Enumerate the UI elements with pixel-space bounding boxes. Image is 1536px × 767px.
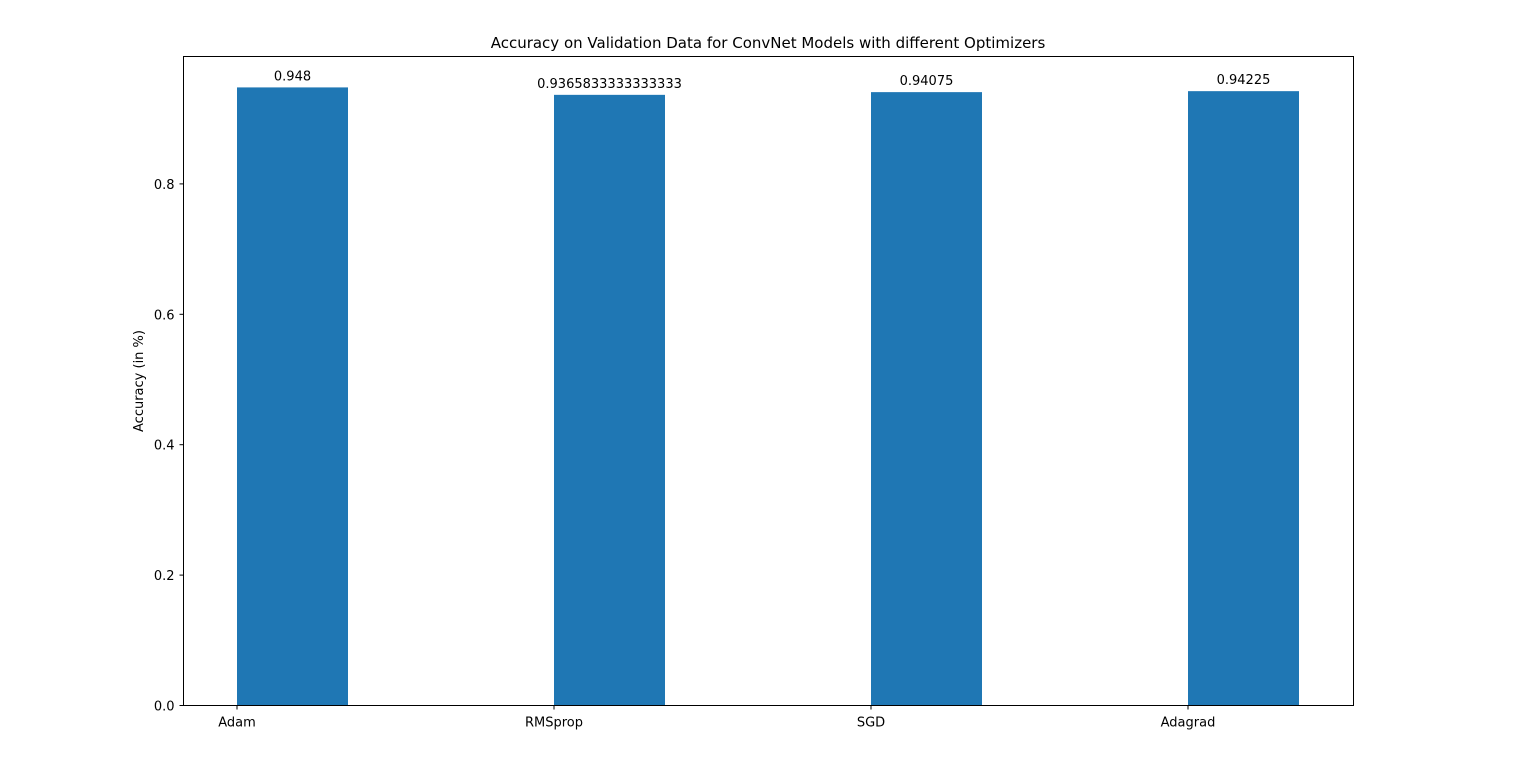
bar-rmsprop	[554, 94, 665, 706]
x-tick-label-sgd: SGD	[857, 716, 885, 731]
y-tick-label-4: 0.8	[154, 178, 175, 193]
bar-adam	[237, 87, 348, 706]
x-axis-ticks: Adam RMSprop SGD Adagrad	[218, 705, 1216, 731]
data-label-rmsprop: 0.9365833333333333	[537, 77, 682, 92]
data-label-adagrad: 0.94225	[1217, 73, 1271, 88]
data-label-adam: 0.948	[274, 69, 311, 84]
bar-adagrad	[1188, 91, 1299, 706]
x-tick-label-adagrad: Adagrad	[1161, 716, 1216, 731]
data-labels-group: 0.948 0.9365833333333333 0.94075 0.94225	[274, 69, 1270, 91]
y-axis-label: Accuracy (in %)	[132, 330, 147, 432]
bar-sgd	[871, 92, 982, 706]
y-axis-ticks: 0.0 0.2 0.4 0.6 0.8	[154, 178, 184, 715]
x-tick-label-adam: Adam	[218, 716, 256, 731]
plot-frame	[183, 56, 1354, 706]
x-tick-label-rmsprop: RMSprop	[525, 716, 583, 731]
y-tick-label-2: 0.4	[154, 439, 175, 454]
y-tick-label-0: 0.0	[154, 700, 175, 715]
y-tick-label-1: 0.2	[154, 569, 175, 584]
data-label-sgd: 0.94075	[900, 74, 954, 89]
chart-title: Accuracy on Validation Data for ConvNet …	[491, 34, 1046, 52]
y-tick-label-3: 0.6	[154, 308, 175, 323]
bars-group	[237, 87, 1299, 706]
